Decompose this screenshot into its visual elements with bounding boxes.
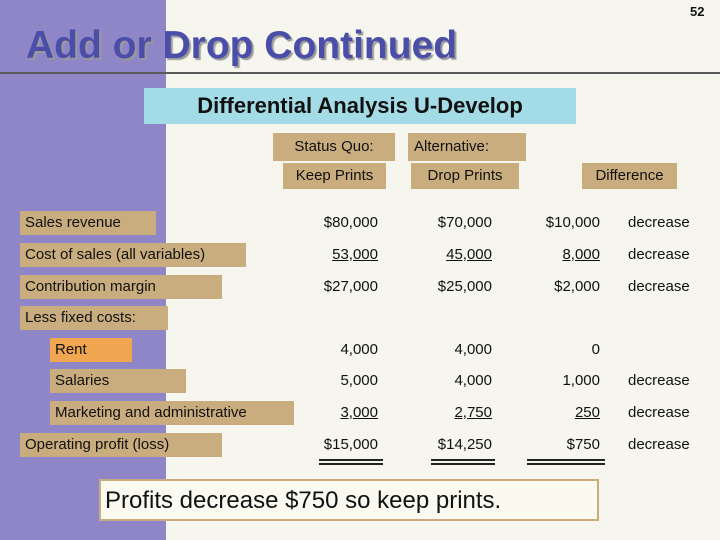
title-divider [0, 72, 720, 74]
slide-title: Add or Drop Continued [26, 24, 458, 67]
cost-difference: 8,000 [562, 246, 600, 263]
header-keep-prints: Keep Prints [283, 163, 386, 189]
header-drop-prints: Drop Prints [411, 163, 519, 189]
profit-status-quo: $15,000 [323, 436, 378, 453]
left-decorative-stripe [0, 0, 166, 540]
header-alternative: Alternative: [408, 133, 526, 161]
margin-status-quo: $27,000 [323, 278, 378, 295]
row-label-rent: Rent [50, 338, 132, 362]
header-status-quo: Status Quo: [273, 133, 395, 161]
row-label-cost-of-sales: Cost of sales (all variables) [20, 243, 246, 267]
subtitle-banner: Differential Analysis U-Develop [144, 88, 576, 124]
sales-alternative: $70,000 [437, 214, 492, 231]
slide-number: 52 [690, 4, 705, 19]
marketing-alternative: 2,750 [454, 404, 492, 421]
row-label-contribution-margin: Contribution margin [20, 275, 222, 299]
double-underline-status-quo [319, 459, 383, 465]
salaries-difference: 1,000 [562, 372, 600, 389]
cost-status-quo: 53,000 [332, 246, 378, 263]
cost-direction: decrease [628, 246, 690, 263]
row-label-marketing-admin: Marketing and administrative [50, 401, 294, 425]
profit-alternative: $14,250 [437, 436, 492, 453]
row-label-sales-revenue: Sales revenue [20, 211, 156, 235]
margin-difference: $2,000 [554, 278, 600, 295]
marketing-direction: decrease [628, 404, 690, 421]
conclusion-box: Profits decrease $750 so keep prints. [99, 479, 599, 521]
cost-alternative: 45,000 [446, 246, 492, 263]
sales-direction: decrease [628, 214, 690, 231]
margin-direction: decrease [628, 278, 690, 295]
double-underline-difference [527, 459, 605, 465]
row-label-operating-profit: Operating profit (loss) [20, 433, 222, 457]
rent-alternative: 4,000 [454, 341, 492, 358]
marketing-status-quo: 3,000 [340, 404, 378, 421]
profit-difference: $750 [566, 436, 600, 453]
sales-status-quo: $80,000 [323, 214, 378, 231]
margin-alternative: $25,000 [437, 278, 492, 295]
marketing-difference: 250 [574, 404, 600, 421]
salaries-alternative: 4,000 [454, 372, 492, 389]
rent-status-quo: 4,000 [340, 341, 378, 358]
double-underline-alternative [431, 459, 495, 465]
salaries-status-quo: 5,000 [340, 372, 378, 389]
row-label-salaries: Salaries [50, 369, 186, 393]
row-label-less-fixed-costs: Less fixed costs: [20, 306, 168, 330]
profit-direction: decrease [628, 436, 690, 453]
sales-difference: $10,000 [545, 214, 600, 231]
rent-difference: 0 [591, 341, 600, 358]
header-difference: Difference [582, 163, 677, 189]
salaries-direction: decrease [628, 372, 690, 389]
